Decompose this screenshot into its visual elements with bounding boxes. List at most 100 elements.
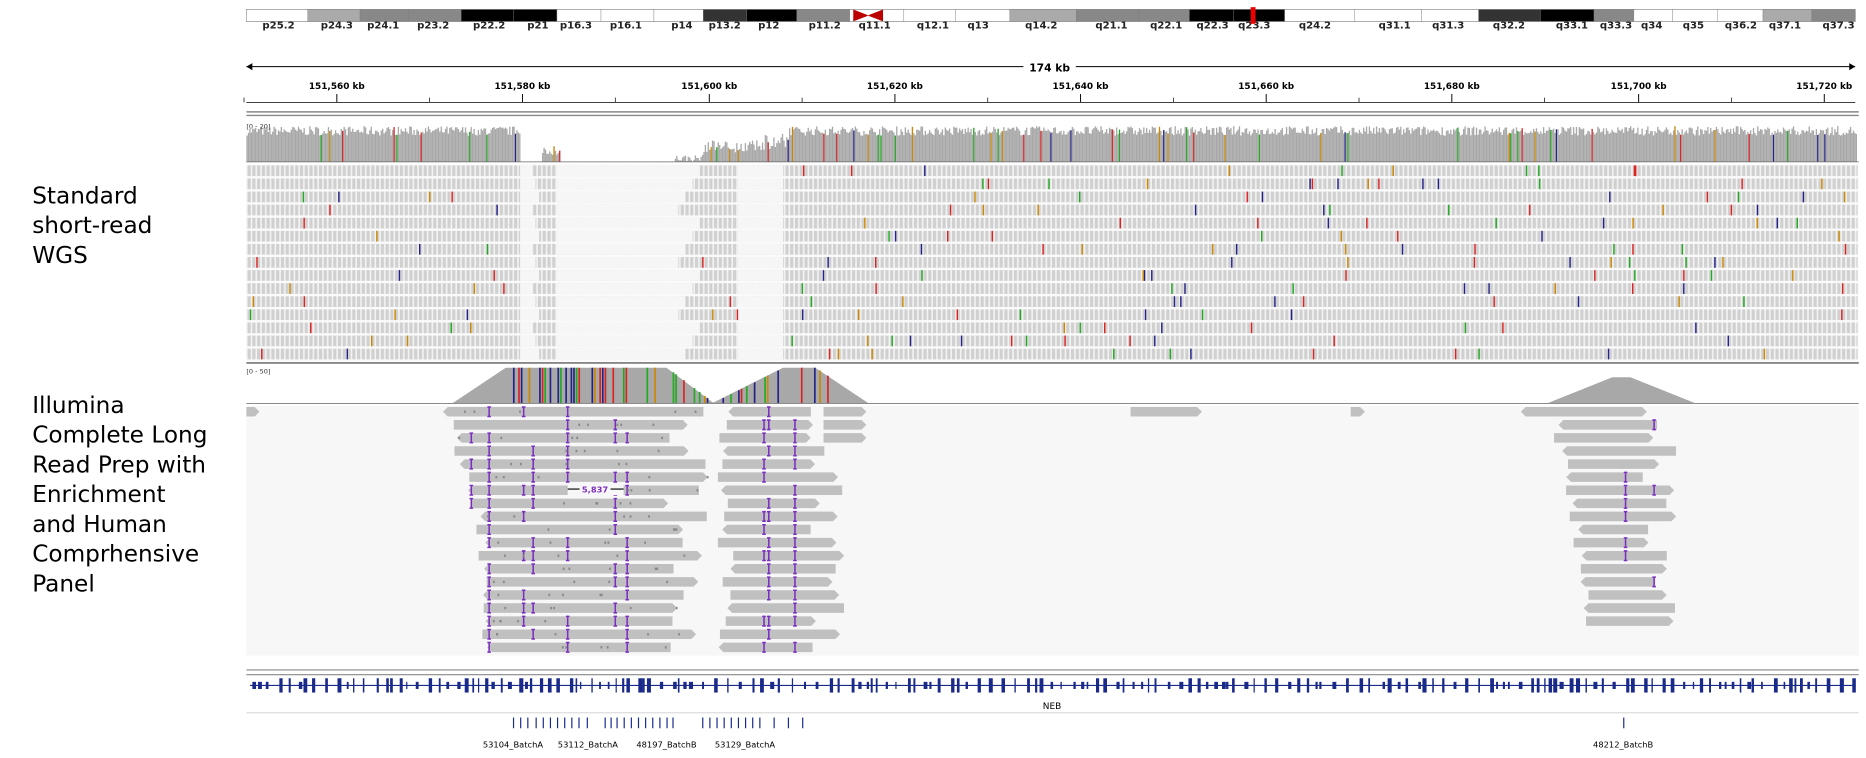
- mismatch: [419, 243, 421, 255]
- exon: [1575, 678, 1581, 693]
- exon: [851, 678, 855, 693]
- mismatch: [1169, 348, 1172, 360]
- insertion: [793, 563, 797, 575]
- coverage-mismatch: [594, 367, 596, 404]
- insertion: [531, 537, 535, 549]
- cytoband-label: q32.2: [1493, 21, 1525, 32]
- insertion: [487, 471, 491, 483]
- insertion: [531, 563, 535, 575]
- coverage-mismatch: [683, 380, 685, 404]
- cytoband-label: q14.2: [1025, 21, 1057, 32]
- ruler-tick-label: 151,720 kb: [1796, 82, 1852, 92]
- insertion: [1652, 419, 1656, 431]
- mismatch: [1681, 243, 1684, 255]
- coverage-mismatch: [578, 367, 581, 404]
- read-row: [246, 191, 1858, 203]
- insertion: [487, 537, 491, 549]
- mismatch: [666, 580, 669, 584]
- read-row: [246, 243, 1858, 255]
- insertion: [487, 458, 491, 470]
- coverage-mismatch: [541, 367, 544, 404]
- mismatch: [1025, 335, 1028, 347]
- mismatch: [875, 283, 877, 294]
- sample-label: 48197_BatchB: [636, 739, 696, 749]
- coverage-mismatch: [520, 367, 523, 404]
- insertion: [469, 497, 474, 509]
- long-read: [471, 498, 669, 509]
- exon: [556, 678, 560, 693]
- exon: [1783, 681, 1786, 689]
- exon: [500, 678, 503, 693]
- mismatch: [1609, 191, 1611, 203]
- mismatch: [1171, 283, 1173, 294]
- insertion: [469, 432, 474, 444]
- insertion: [531, 497, 535, 509]
- mismatch: [652, 423, 655, 427]
- mismatch: [1685, 257, 1687, 268]
- long-read: [725, 616, 816, 626]
- insertion: [487, 432, 491, 444]
- exon: [804, 681, 806, 689]
- coverage-mismatch: [722, 398, 725, 404]
- mismatch: [1144, 309, 1147, 321]
- track-range: [0 - 50]: [246, 368, 270, 376]
- mismatch: [828, 348, 831, 360]
- mismatch: [500, 436, 503, 440]
- exon: [353, 678, 355, 693]
- coverage-mismatch: [693, 388, 696, 404]
- read-row: [246, 217, 1858, 229]
- coverage-mismatch: [539, 367, 541, 404]
- insertion: [565, 641, 570, 653]
- track-label: Comprhensive: [32, 541, 199, 568]
- long-read: [1350, 406, 1365, 417]
- read-gap: [737, 270, 784, 281]
- exon: [591, 678, 593, 693]
- mismatch: [630, 489, 633, 492]
- sample-feature: [659, 717, 661, 729]
- exon: [1035, 678, 1038, 693]
- mismatch: [451, 191, 453, 203]
- insertion: [531, 550, 535, 562]
- exon: [1014, 678, 1016, 693]
- coverage-mismatch: [570, 367, 573, 404]
- coverage-mismatch: [698, 391, 701, 404]
- span-bg: [1023, 59, 1076, 74]
- mismatch: [1730, 204, 1733, 216]
- mismatch: [1631, 283, 1634, 294]
- coverage-mismatch: [549, 367, 552, 404]
- mismatch: [867, 335, 869, 347]
- insertion: [793, 484, 797, 496]
- exon: [1839, 678, 1844, 693]
- read-row: [246, 204, 1858, 216]
- insertion: [613, 510, 618, 522]
- exon: [1683, 681, 1686, 689]
- exon: [472, 678, 475, 693]
- sample-feature: [1623, 717, 1625, 729]
- exon: [446, 681, 450, 689]
- exon: [1253, 678, 1255, 693]
- mismatch: [1802, 191, 1805, 203]
- mismatch: [517, 619, 519, 623]
- mismatch: [1037, 204, 1039, 216]
- exon: [677, 678, 680, 693]
- insertion: [565, 406, 570, 418]
- exon: [1724, 681, 1727, 689]
- exon: [1442, 678, 1445, 693]
- insertion: [613, 523, 618, 536]
- insertion: [1623, 484, 1628, 496]
- exon: [1275, 678, 1279, 693]
- exon: [477, 678, 480, 693]
- exon: [1761, 681, 1763, 689]
- mismatch: [595, 502, 598, 505]
- insertion: [762, 419, 766, 431]
- exon: [815, 681, 819, 689]
- long-read: [246, 406, 260, 417]
- mismatch: [991, 230, 994, 242]
- mismatch: [1710, 270, 1713, 281]
- exon: [1662, 678, 1666, 693]
- mismatch: [450, 322, 452, 334]
- mismatch: [629, 606, 632, 610]
- track-label: WGS: [32, 242, 88, 269]
- mismatch: [1250, 322, 1253, 334]
- mismatch: [338, 191, 340, 203]
